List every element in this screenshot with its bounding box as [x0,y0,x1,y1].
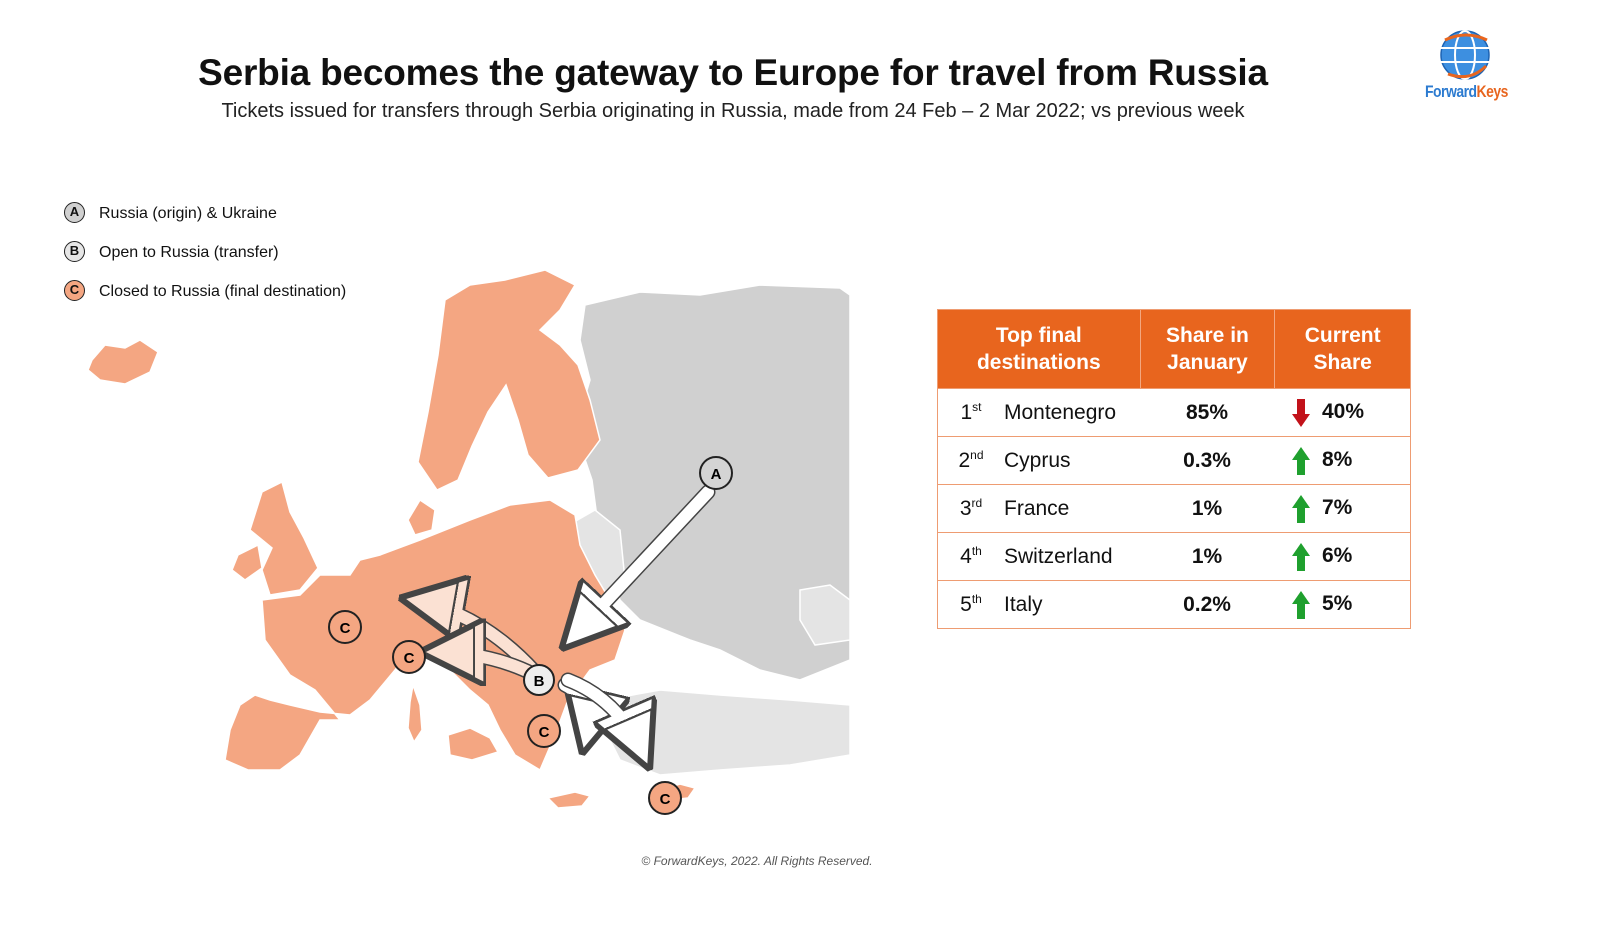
marker-b-badge: B [64,241,85,262]
destination-cell: Montenegro [1004,400,1117,424]
svg-text:C: C [660,791,671,808]
svg-text:C: C [539,724,550,741]
logo-text: ForwardKeys [1425,82,1508,101]
svg-text:C: C [404,650,415,667]
destination-cell: France [1004,496,1070,520]
marker-c-switzerland: C [328,610,362,644]
rank-cell: 5th [960,592,982,616]
marker-a-russia: A [699,456,733,490]
page-subtitle: Tickets issued for transfers through Ser… [221,100,1245,122]
rank-cell: 1st [960,400,982,424]
arrow-up-icon [1292,591,1310,619]
table-row: 2nd Cyprus 0.3% 8% [938,436,1410,484]
arrow-up-icon [1292,447,1310,475]
column-header-destinations: Top final destinations [976,324,1101,374]
current-share-cell: 7% [1274,485,1409,532]
january-share-cell: 85% [1185,400,1229,424]
marker-c-cyprus: C [648,781,682,815]
rank-cell: 4th [960,544,982,568]
current-share-cell: 6% [1274,533,1409,580]
january-share-cell: 0.2% [1183,592,1231,616]
column-header-current: Current Share [1274,310,1410,388]
marker-c-badge: C [64,280,85,301]
table-header: Top final destinations Share in January … [938,310,1410,388]
route-arrows [412,484,716,758]
destination-cell: Cyprus [1004,448,1071,472]
marker-c-italy: C [392,640,426,674]
rank-cell: 2nd [958,448,984,472]
legend-label: Closed to Russia (final destination) [99,283,347,300]
globe-icon [1440,30,1490,80]
svg-text:A: A [711,466,722,483]
table-row: 4th Switzerland 1% 6% [938,532,1410,580]
current-share-cell: 8% [1274,437,1409,484]
table-row: 1st Montenegro 85% 40% [938,388,1410,436]
svg-text:B: B [534,673,545,690]
destination-cell: Switzerland [1004,544,1113,568]
marker-b-serbia: B [523,664,555,696]
top-destinations-table: Top final destinations Share in January … [937,309,1411,629]
arrow-up-icon [1292,543,1310,571]
legend-label: Russia (origin) & Ukraine [99,205,277,222]
rank-cell: 3rd [959,496,983,520]
destination-cell: Italy [1004,592,1043,616]
table-row: 5th Italy 0.2% 5% [938,580,1410,628]
forwardkeys-logo: ForwardKeys [1416,26,1516,116]
january-share-cell: 0.3% [1183,448,1231,472]
arrow-up-icon [1292,495,1310,523]
page-title: Serbia becomes the gateway to Europe for… [198,52,1268,93]
svg-text:C: C [340,620,351,637]
table-row: 3rd France 1% 7% [938,484,1410,532]
copyright-footer: © ForwardKeys, 2022. All Rights Reserved… [641,854,873,868]
current-share-cell: 40% [1274,389,1409,436]
arrow-down-icon [1292,399,1310,427]
marker-a-badge: A [64,202,85,223]
legend-label: Open to Russia (transfer) [99,244,279,261]
january-share-cell: 1% [1191,544,1223,568]
column-header-january: Share in January [1139,310,1275,388]
january-share-cell: 1% [1191,496,1223,520]
current-share-cell: 5% [1274,581,1409,628]
marker-c-montenegro: C [527,714,561,748]
